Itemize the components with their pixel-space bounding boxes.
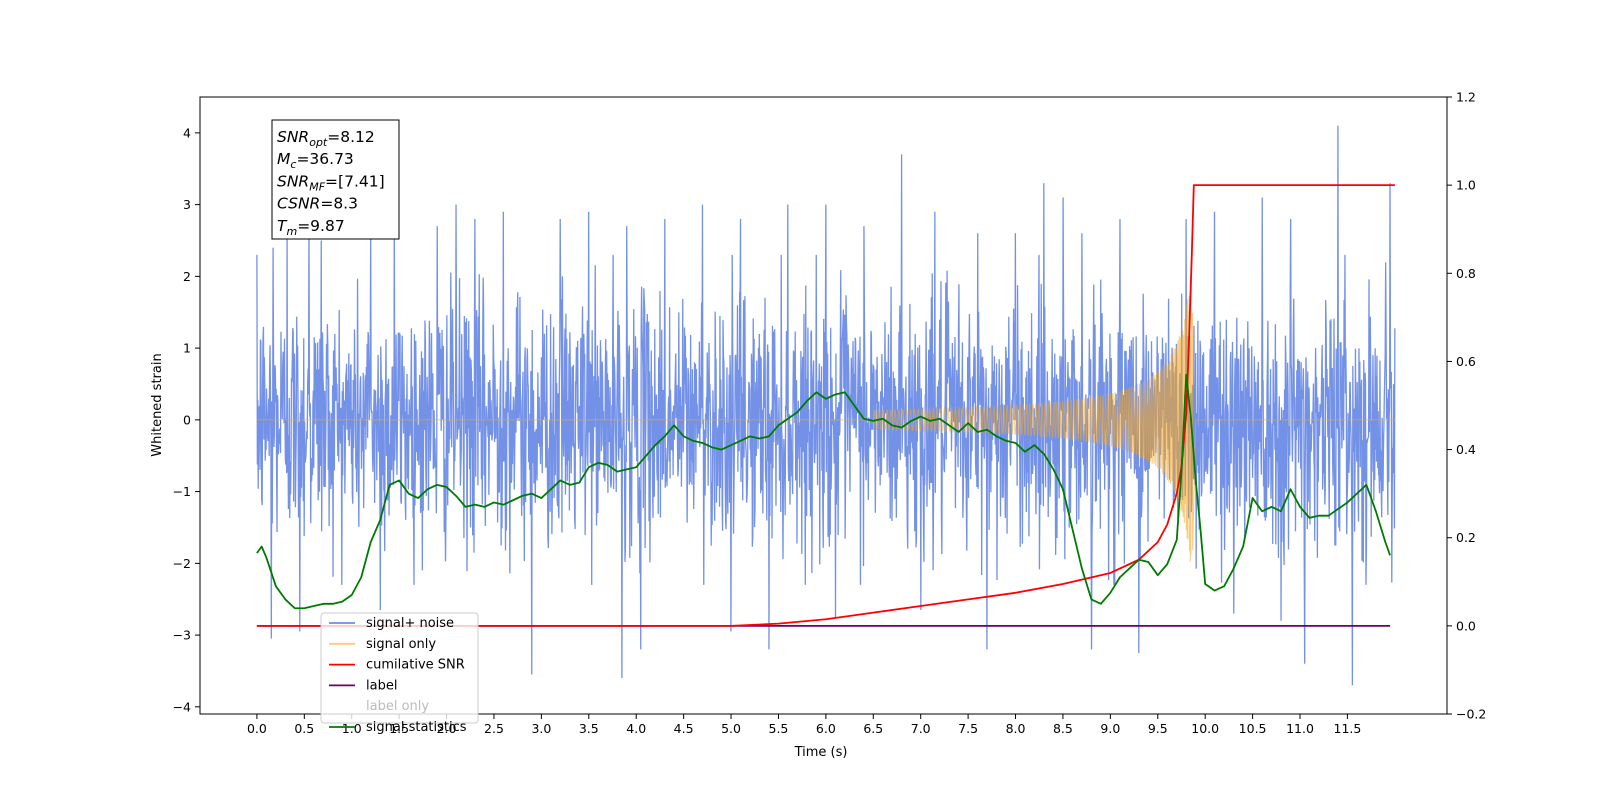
x-tick-label: 8.5 bbox=[1053, 721, 1073, 736]
series-cumulative-snr bbox=[256, 184, 1395, 627]
x-tick-label: 4.0 bbox=[626, 721, 646, 736]
legend-entry: signal only bbox=[329, 637, 436, 652]
cumulative-snr-line bbox=[256, 184, 1395, 627]
x-tick-label: 7.5 bbox=[958, 721, 978, 736]
legend-entry: label bbox=[329, 678, 397, 693]
plot-frame bbox=[199, 96, 1448, 715]
y2-tick-label: 0.6 bbox=[1456, 354, 1476, 369]
x-tick-label: 8.0 bbox=[1006, 721, 1026, 736]
y-axis-label: Whitened strain bbox=[150, 353, 165, 456]
legend-entry: cumilative SNR bbox=[329, 658, 465, 673]
x-tick-label: 1.0 bbox=[342, 721, 362, 736]
y-tick-label: −4 bbox=[173, 699, 191, 714]
legend-label: label only bbox=[366, 699, 429, 714]
y-tick-label: −2 bbox=[173, 556, 191, 571]
x-tick-label: 2.0 bbox=[437, 721, 457, 736]
x-tick-label: 7.0 bbox=[911, 721, 931, 736]
y2-tick-label: −0.2 bbox=[1456, 707, 1486, 722]
y2-tick-label: 0.8 bbox=[1456, 266, 1476, 281]
x-tick-label: 3.0 bbox=[531, 721, 551, 736]
signal-statistics-line bbox=[256, 373, 1391, 610]
x-tick-label: 5.0 bbox=[721, 721, 741, 736]
legend-entry: signal+ noise bbox=[329, 616, 454, 631]
x-tick-label: 5.5 bbox=[769, 721, 789, 736]
legend-label: signal+ noise bbox=[366, 616, 454, 631]
x-tick-label: 0.5 bbox=[294, 721, 314, 736]
series-signal-noise bbox=[256, 125, 1396, 686]
y-tick-label: 2 bbox=[183, 269, 191, 284]
x-tick-label: 0.0 bbox=[247, 721, 267, 736]
signal-noise-line bbox=[256, 125, 1396, 686]
y-axis-right: −0.2 0.0 0.2 0.4 0.6 0.8 1.0 1.2 bbox=[1447, 90, 1486, 722]
annotation-line: Mc=36.73 bbox=[277, 150, 354, 171]
y-tick-label: 0 bbox=[183, 412, 191, 427]
annotation-line: SNRMF=[7.41] bbox=[277, 172, 385, 193]
series-signal-only bbox=[256, 276, 1395, 562]
x-tick-label: 11.0 bbox=[1286, 721, 1314, 736]
x-tick-label: 10.5 bbox=[1239, 721, 1267, 736]
legend: signal+ noise signal only cumilative SNR la… bbox=[320, 612, 479, 735]
y-axis-left: −4 −3 −2 −1 0 1 2 3 4 bbox=[173, 125, 200, 714]
x-tick-label: 6.5 bbox=[863, 721, 883, 736]
x-axis: 0.0 0.5 1.0 1.5 2.0 2.5 3.0 3.5 4.0 4.5 5.0 5.5 6.0 6… bbox=[247, 714, 1361, 736]
y2-tick-label: 1.0 bbox=[1456, 178, 1476, 193]
signal-only-line bbox=[256, 276, 1395, 562]
legend-label: signal only bbox=[366, 637, 436, 652]
x-tick-label: 1.5 bbox=[389, 721, 409, 736]
legend-entry: label only bbox=[366, 699, 429, 714]
legend-label: label bbox=[366, 678, 397, 693]
x-tick-label: 9.5 bbox=[1148, 721, 1168, 736]
y2-tick-label: 1.2 bbox=[1456, 90, 1476, 105]
legend-label: signal statistics bbox=[366, 720, 467, 735]
legend-label: cumilative SNR bbox=[366, 658, 465, 673]
y2-tick-label: 0.2 bbox=[1456, 530, 1476, 545]
x-tick-label: 6.0 bbox=[816, 721, 836, 736]
x-tick-label: 11.5 bbox=[1334, 721, 1362, 736]
annotation-line: CSNR=8.3 bbox=[277, 195, 358, 213]
x-axis-label: Time (s) bbox=[794, 745, 848, 760]
annotation-line: Tm=9.87 bbox=[277, 217, 345, 238]
y2-tick-label: 0.4 bbox=[1456, 442, 1476, 457]
y-tick-label: −1 bbox=[173, 484, 191, 499]
x-tick-label: 10.0 bbox=[1191, 721, 1219, 736]
y2-tick-label: 0.0 bbox=[1456, 618, 1476, 633]
y-tick-label: 3 bbox=[183, 197, 191, 212]
x-tick-label: 2.5 bbox=[484, 721, 504, 736]
y-tick-label: 4 bbox=[183, 125, 191, 140]
x-tick-label: 9.0 bbox=[1100, 721, 1120, 736]
legend-entry: signal statistics bbox=[329, 720, 467, 735]
x-tick-label: 4.5 bbox=[674, 721, 694, 736]
annotation-line: SNRopt=8.12 bbox=[277, 128, 375, 149]
y-tick-label: −3 bbox=[173, 628, 191, 643]
y-tick-label: 1 bbox=[183, 341, 191, 356]
x-tick-label: 3.5 bbox=[579, 721, 599, 736]
series-signal-statistics bbox=[256, 373, 1391, 610]
